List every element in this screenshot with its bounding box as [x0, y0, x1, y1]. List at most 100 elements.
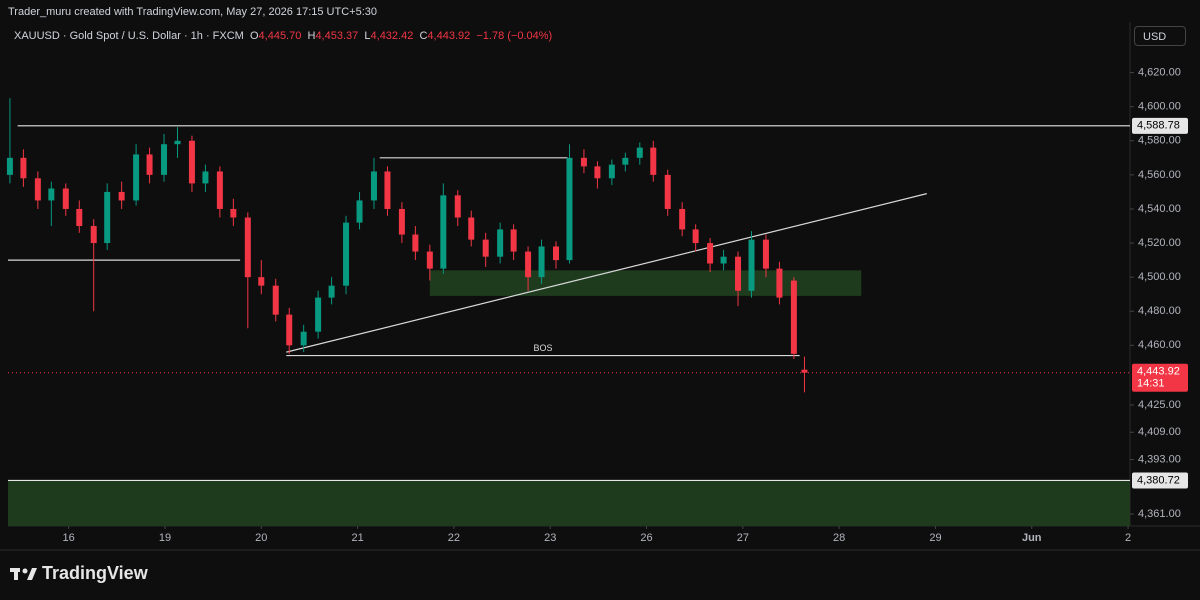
candle-body — [384, 171, 391, 209]
candle-body — [34, 178, 41, 201]
candle-body — [48, 188, 55, 201]
candle-body — [801, 369, 808, 373]
y-tick-label: 4,560.00 — [1138, 169, 1181, 181]
candle-body — [440, 195, 447, 269]
countdown: 14:31 — [1137, 378, 1165, 390]
candle-body — [118, 191, 125, 201]
legend: XAUUSD · Gold Spot / U.S. Dollar · 1h · … — [14, 30, 552, 42]
candle-body — [230, 208, 237, 218]
x-tick-label: Jun — [1022, 532, 1042, 544]
change: −1.78 (−0.04%) — [476, 30, 553, 42]
candle-body — [62, 188, 69, 209]
candle-body — [552, 246, 559, 261]
candle-body — [286, 314, 293, 346]
candle-body — [426, 251, 433, 269]
level-label: 4,588.78 — [1137, 120, 1180, 132]
candle-body — [720, 256, 727, 264]
candle-body — [343, 222, 350, 286]
candle-body — [497, 229, 504, 257]
candle-body — [90, 226, 97, 244]
candle-body — [692, 229, 699, 244]
x-tick-label: 20 — [255, 532, 267, 544]
y-tick-label: 4,600.00 — [1138, 101, 1181, 113]
candle-body — [679, 208, 686, 230]
candle-body — [707, 243, 714, 264]
drawing-line — [286, 193, 927, 353]
candle-body — [370, 171, 377, 201]
candle-body — [104, 191, 111, 244]
candle-body — [188, 140, 195, 184]
candle-body — [356, 200, 363, 223]
candle-body — [133, 154, 140, 201]
c-value: 4,443.92 — [427, 30, 471, 42]
y-tick-label: 4,409.00 — [1138, 426, 1181, 438]
level-label-box — [1132, 472, 1188, 489]
candle-body — [76, 208, 83, 227]
candle-body — [790, 280, 797, 354]
y-tick-label: 4,540.00 — [1138, 203, 1181, 215]
candle-body — [762, 239, 769, 269]
candle-body — [468, 217, 475, 240]
l-label: L — [364, 30, 371, 42]
candle-body — [328, 285, 335, 298]
candle-body — [20, 157, 27, 179]
candle-body — [216, 171, 223, 209]
y-tick-label: 4,580.00 — [1138, 135, 1181, 147]
candle-body — [594, 166, 601, 179]
candle-body — [622, 157, 629, 165]
x-tick-label: 19 — [159, 532, 171, 544]
last-price-box — [1132, 363, 1188, 392]
candle-body — [315, 297, 322, 332]
candle-body — [510, 229, 517, 252]
drawing-label: BOS — [533, 343, 552, 353]
candle-body — [454, 195, 461, 218]
y-tick-label: 4,620.00 — [1138, 67, 1181, 79]
candle-body — [146, 154, 153, 175]
last-price-label: 4,443.92 — [1137, 366, 1180, 378]
x-tick-label: 28 — [833, 532, 845, 544]
candle-body — [482, 239, 489, 257]
logo-text: TradingView — [42, 563, 148, 583]
level-label-box — [1132, 117, 1188, 134]
y-tick-label: 4,425.00 — [1138, 399, 1181, 411]
candle-body — [748, 239, 755, 291]
candle-body — [566, 157, 573, 261]
y-tick-label: 4,480.00 — [1138, 305, 1181, 317]
candle-body — [636, 147, 643, 158]
c-label: C — [419, 30, 428, 42]
x-tick-label: 21 — [351, 532, 363, 544]
y-tick-label: 4,500.00 — [1138, 271, 1181, 283]
candle-body — [244, 217, 251, 278]
x-tick-label: 26 — [640, 532, 652, 544]
h-value: 4,453.37 — [315, 30, 359, 42]
x-tick-label: 29 — [929, 532, 941, 544]
o-label: O — [249, 30, 259, 42]
candle-body — [412, 234, 419, 252]
y-tick-label: 4,460.00 — [1138, 339, 1181, 351]
zone — [429, 270, 862, 296]
y-tick-label: 4,520.00 — [1138, 237, 1181, 249]
candle-body — [608, 164, 615, 179]
x-tick-label: 22 — [448, 532, 460, 544]
y-tick-label: 4,393.00 — [1138, 453, 1181, 465]
candle-body — [735, 256, 742, 291]
candle-body — [161, 144, 168, 175]
candle-body — [174, 140, 181, 145]
candle-body — [272, 285, 279, 315]
currency-button[interactable]: USD — [1134, 26, 1186, 46]
candle-body — [300, 331, 307, 346]
candle-body — [538, 246, 545, 278]
candle-body — [650, 147, 657, 175]
x-tick-label: 16 — [63, 532, 75, 544]
candle-body — [776, 268, 783, 298]
logo: TradingView — [10, 563, 148, 584]
x-tick-label: 23 — [544, 532, 556, 544]
candle-body — [664, 174, 671, 209]
candle-body — [525, 251, 532, 278]
zone — [8, 480, 1130, 526]
candle-body — [202, 171, 209, 184]
candle-body — [580, 157, 587, 167]
l-value: 4,432.42 — [370, 30, 414, 42]
